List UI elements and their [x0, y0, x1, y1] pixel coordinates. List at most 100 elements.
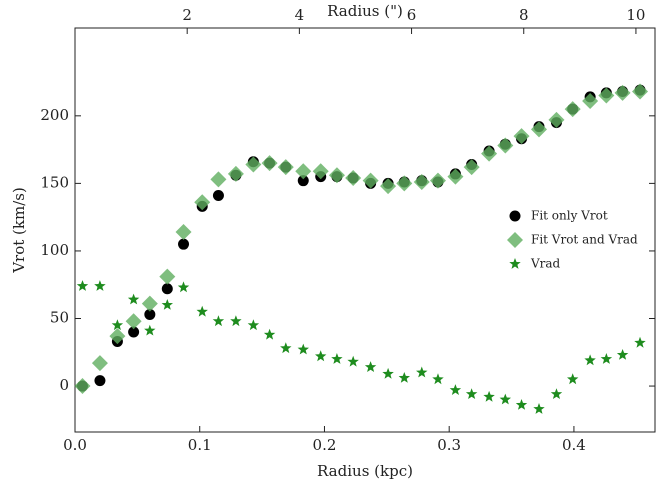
point [413, 174, 430, 191]
point [277, 159, 294, 176]
legend-marker [509, 258, 521, 269]
point [362, 172, 379, 189]
point [212, 315, 225, 327]
point [194, 194, 211, 211]
x-tick-label: 0.4 [562, 436, 586, 454]
point [247, 319, 260, 331]
y-tick-label: 150 [40, 173, 69, 191]
point [196, 305, 208, 317]
legend-marker [507, 232, 523, 248]
point [345, 169, 362, 186]
point [533, 403, 545, 414]
point [582, 92, 599, 109]
point [76, 280, 89, 291]
point [513, 128, 530, 145]
point [632, 83, 649, 100]
y-tick-label: 200 [40, 106, 69, 124]
point [380, 178, 397, 195]
x-tick-label: 0.0 [63, 436, 87, 454]
point [396, 175, 413, 192]
point [465, 388, 478, 399]
point [161, 283, 173, 295]
x-tick-label: 0.3 [437, 436, 461, 454]
x-tick-label: 0.1 [188, 436, 212, 454]
point [141, 295, 158, 312]
series [74, 83, 649, 395]
point [280, 342, 292, 354]
x2-tick-label: 4 [295, 6, 305, 24]
point [614, 84, 631, 101]
point [564, 101, 581, 118]
x-axis-label: Radius (kpc) [317, 462, 413, 480]
point [177, 281, 190, 293]
point [616, 349, 629, 360]
point [497, 137, 514, 154]
point [548, 111, 565, 128]
point [429, 172, 446, 189]
point [567, 373, 579, 385]
point [432, 373, 444, 385]
legend-label: Fit only Vrot [531, 209, 608, 223]
point [109, 328, 126, 345]
x2-axis-label: Radius (") [327, 2, 403, 20]
point [347, 355, 359, 367]
point [263, 328, 276, 340]
y-tick-label: 50 [50, 309, 69, 327]
x2-tick-label: 10 [626, 6, 645, 24]
point [531, 121, 547, 138]
point [550, 388, 563, 399]
point [94, 280, 106, 291]
point [634, 336, 646, 348]
point [297, 343, 309, 355]
point [481, 145, 498, 162]
point [127, 293, 140, 305]
point [584, 354, 596, 366]
y-tick-label: 0 [59, 376, 69, 394]
point [416, 366, 428, 378]
point [128, 326, 140, 338]
point [449, 384, 462, 395]
point [74, 378, 91, 395]
point [227, 165, 244, 182]
point [261, 155, 278, 172]
point [210, 171, 227, 188]
point [144, 324, 156, 336]
point [212, 190, 224, 202]
point [328, 167, 345, 184]
legend: Fit only Vrot Fit Vrot and Vrad Vrad [507, 209, 638, 271]
y-tick-label: 100 [40, 241, 69, 259]
x2-tick-label: 2 [182, 6, 192, 24]
point [175, 224, 192, 241]
y-axis-label: Vrot (km/s) [10, 187, 28, 274]
point [161, 299, 173, 310]
point [600, 353, 613, 364]
point [382, 367, 394, 379]
point [94, 375, 106, 387]
point [515, 399, 528, 410]
point [295, 163, 312, 180]
point [315, 350, 327, 362]
point [312, 163, 329, 180]
plot-frame [74, 27, 656, 433]
legend-label: Vrad [530, 257, 561, 271]
point [364, 361, 377, 372]
point [483, 390, 495, 402]
point [178, 238, 190, 250]
point [245, 156, 262, 173]
point [297, 175, 309, 187]
point [144, 308, 156, 320]
point [159, 268, 176, 285]
point [125, 313, 142, 330]
point [463, 159, 480, 176]
point [447, 168, 464, 185]
x2-tick-label: 6 [407, 6, 417, 24]
point [499, 393, 511, 405]
point [331, 353, 343, 364]
legend-label: Fit Vrot and Vrad [531, 233, 638, 247]
point [398, 372, 410, 383]
series [76, 280, 646, 414]
legend-marker [509, 210, 521, 222]
point [598, 87, 615, 104]
point [230, 315, 242, 327]
